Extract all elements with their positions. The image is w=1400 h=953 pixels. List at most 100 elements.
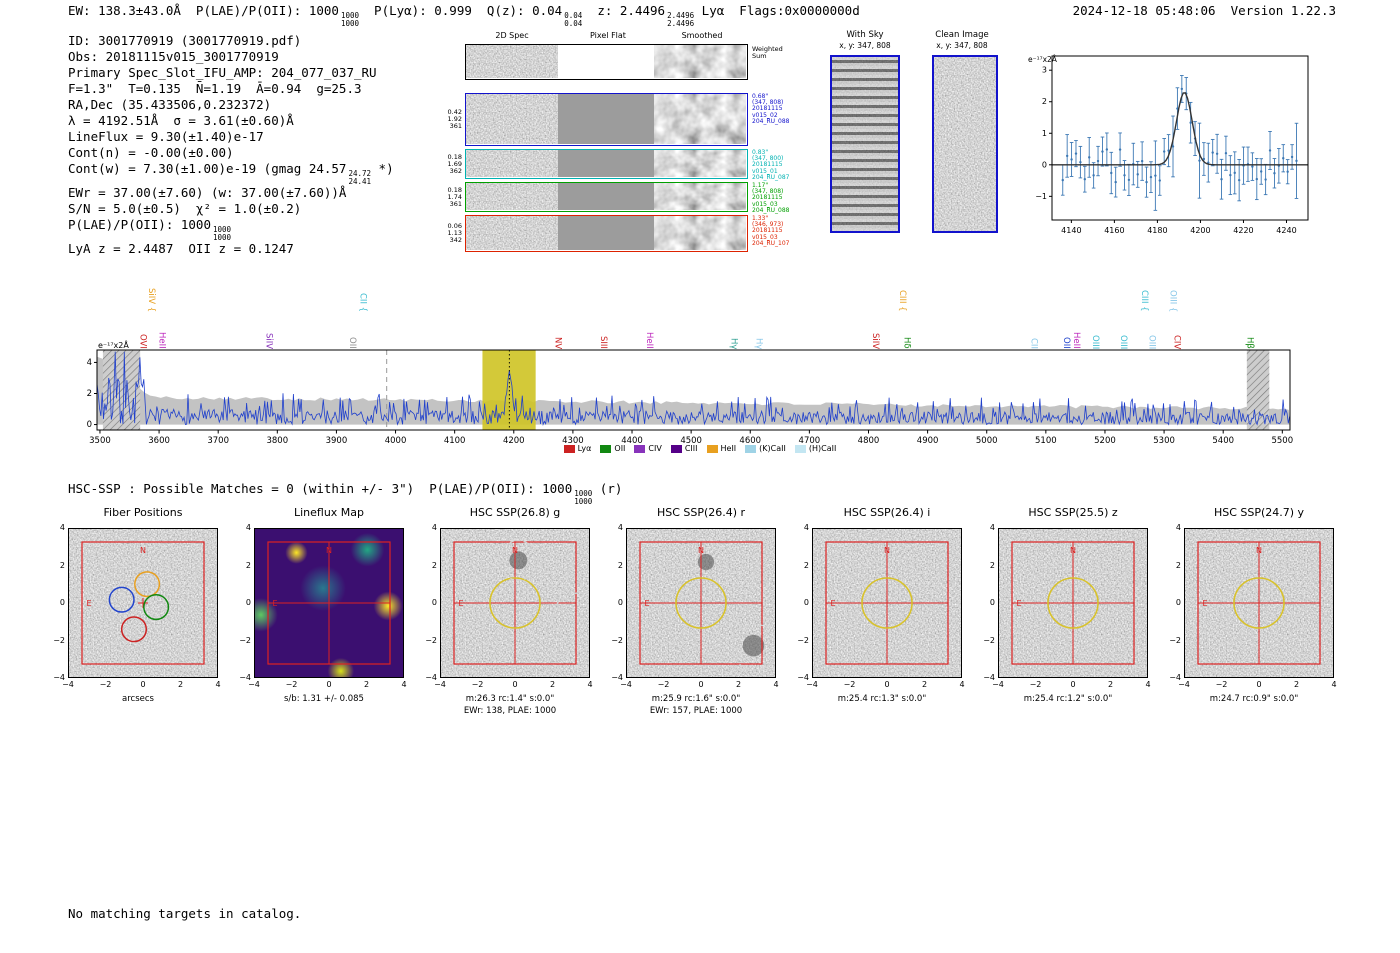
detection-info-block: ID: 3001770919 (3001770919.pdf) Obs: 2018…: [68, 33, 394, 257]
tick-label: 5000: [976, 436, 998, 446]
spec2d-row-annotation: 1.33" (346, 973) 20181115 v015_03 204_RU_107: [752, 215, 790, 247]
cutout-caption: EWr: 157, PLAE: 1000: [649, 706, 743, 716]
emission-line-label: HeII: [643, 332, 654, 349]
cutout-caption: m:24.7 rc:0.9" s:0.0": [1209, 694, 1299, 704]
tick-label: 4: [401, 680, 407, 689]
masked-region: [102, 350, 141, 430]
tick-label: 4400: [621, 436, 643, 446]
with-sky-title: With Sky: [846, 30, 884, 40]
footer-notes: No matching targets in catalog. Row inte…: [68, 874, 301, 953]
spec2d-col-header: Pixel Flat: [590, 31, 626, 40]
emission-line-label: OIII {: [1167, 289, 1178, 312]
noise-image: [654, 150, 746, 177]
compass-e: E: [1202, 599, 1207, 608]
emission-line-label: SiIV {: [145, 287, 156, 312]
emission-line-label: HeII: [1071, 332, 1082, 349]
tick-label: −2: [611, 635, 623, 645]
spec2d-row-annotation: 0.68" (347, 808) 20181115 v015_02 204_RU_088: [752, 93, 790, 125]
tick-label: 3500: [89, 436, 111, 446]
compass-n: N: [140, 546, 146, 555]
emission-line-label: CIII {: [896, 290, 907, 312]
noise-image: [466, 216, 558, 250]
legend-label: HeII: [720, 444, 737, 453]
legend-swatch: [794, 444, 806, 453]
cutout-panel-img-3: HSC SSP(26.4) r N E 4 2 0 −2 −4 −4 −2 0 2 4 m:25.9 rc…: [608, 504, 784, 722]
weighted-sum-label: Weighted Sum: [752, 45, 783, 60]
fiber-circle: [134, 571, 161, 598]
tick-label: 4: [617, 523, 623, 532]
tick-label: 2: [59, 560, 65, 570]
compass-e: E: [1016, 599, 1021, 608]
clean-image-coords: x, y: 347, 808: [936, 41, 988, 50]
legend-swatch: [706, 444, 718, 453]
compass-n: N: [884, 546, 890, 555]
noise-image: [466, 45, 558, 78]
info-line: Cont(n) = -0.00(±0.00): [68, 145, 234, 160]
cutout-caption: m:25.4 rc:1.3" s:0.0": [837, 694, 927, 704]
tick-label: −4: [53, 673, 65, 682]
cutout-title: HSC SSP(26.4) i: [843, 506, 931, 519]
tick-label: 0: [1042, 160, 1047, 169]
cutout-panel-img-2: HSC SSP(26.8) g N E 4 2 0 −2 −4 −4 −2 0 2 4 m:26.3 rc…: [422, 504, 598, 722]
tick-label: −4: [1178, 680, 1190, 689]
emission-line-label: OIII: [1090, 334, 1101, 349]
tick-label: 0: [326, 680, 332, 689]
info-line: Primary Spec_Slot_IFU_AMP: 204_077_037_R…: [68, 65, 377, 80]
spec2d-row-annotation: 0.83" (347, 800) 20181115 v015_01 204_RU_087: [752, 149, 790, 181]
cutout-caption: m:25.9 rc:1.6" s:0.0": [651, 694, 741, 704]
emission-line-label: OII: [1061, 337, 1072, 349]
legend-label: OII: [614, 444, 626, 453]
aperture-circle: [1233, 577, 1285, 629]
stacked-fraction: 0.04 0.04: [564, 11, 583, 28]
noise-image: [466, 94, 558, 144]
aperture-circle: [489, 577, 541, 629]
noise-image: [466, 150, 558, 177]
source-blob: [742, 634, 765, 657]
tick-label: 0: [245, 598, 251, 607]
tick-label: 0: [803, 598, 809, 607]
inset-ylabel: e⁻¹⁷x2Å: [1028, 55, 1058, 64]
stacked-fraction: 2.4496 2.4496: [667, 11, 695, 28]
tick-label: 2: [1107, 680, 1114, 689]
legend-label: (H)CaII: [808, 444, 837, 453]
tick-label: 0: [140, 680, 146, 689]
info-line: EWr = 37.00(±7.60) (w: 37.00(±7.60))Å: [68, 185, 347, 200]
tick-label: −4: [620, 680, 632, 689]
masked-region: [1246, 350, 1270, 430]
emission-line-label: Hγ: [728, 337, 739, 349]
compass-e: E: [86, 599, 91, 608]
tick-label: 4140: [1061, 226, 1081, 235]
tick-label: 2: [989, 560, 995, 570]
tick-label: 3800: [266, 436, 288, 446]
spectrum-line: [96, 351, 1290, 426]
tick-label: 2: [549, 680, 556, 689]
tick-label: −2: [797, 635, 809, 645]
fov-box: [81, 541, 205, 665]
cutout-overlay: NE: [825, 541, 949, 665]
tick-label: −2: [1215, 680, 1228, 689]
tick-label: 0: [1070, 680, 1076, 689]
cutout-overlay: NE: [81, 541, 205, 665]
cutout-panel-img-4: HSC SSP(26.4) i N E 4 2 0 −2 −4 −4 −2 0 2 4 m:25.4 rc…: [794, 504, 970, 722]
tick-label: 4240: [1276, 226, 1296, 235]
tick-label: −2: [239, 635, 251, 645]
emission-line-label: Hγ: [753, 337, 764, 349]
cutout-title: Lineflux Map: [293, 506, 365, 519]
tick-label: 2: [921, 680, 928, 689]
tick-label: 0: [1256, 680, 1262, 689]
cutout-overlay: NE: [267, 541, 391, 665]
tick-label: −4: [806, 680, 818, 689]
compass-n: N: [698, 546, 704, 555]
cutout-overlay: NE: [639, 541, 775, 671]
cutout-caption: s/b: 1.31 +/- 0.085: [284, 694, 364, 704]
mask-circle: [552, 592, 589, 643]
legend-item: CIV: [634, 444, 662, 453]
tick-label: 4: [803, 523, 809, 532]
tick-label: 4000: [385, 436, 407, 446]
tick-label: 5300: [1153, 436, 1175, 446]
tick-label: 4: [1175, 523, 1181, 532]
tick-label: 4: [959, 680, 965, 689]
